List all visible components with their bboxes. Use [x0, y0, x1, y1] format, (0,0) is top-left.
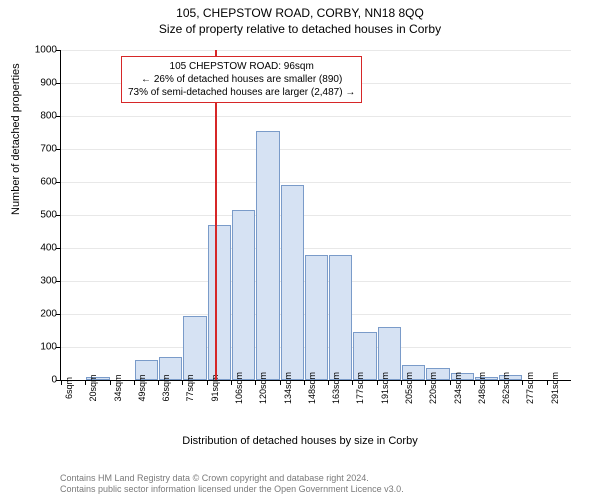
ytick-label: 600: [17, 177, 57, 188]
xtick-mark: [377, 380, 378, 385]
xtick-mark: [110, 380, 111, 385]
gridline: [61, 248, 571, 249]
chart-area: 010020030040050060070080090010006sqm20sq…: [60, 50, 570, 405]
histogram-bar: [256, 131, 279, 380]
xtick-label: 191sqm: [380, 372, 390, 404]
xtick-label: 163sqm: [331, 372, 341, 404]
xtick-mark: [450, 380, 451, 385]
xtick-mark: [85, 380, 86, 385]
footer-attribution: Contains HM Land Registry data © Crown c…: [60, 473, 404, 496]
xtick-mark: [182, 380, 183, 385]
xtick-mark: [134, 380, 135, 385]
xtick-label: 220sqm: [428, 372, 438, 404]
xtick-mark: [352, 380, 353, 385]
footer-line: Contains HM Land Registry data © Crown c…: [60, 473, 404, 485]
gridline: [61, 116, 571, 117]
histogram-bar: [208, 225, 231, 380]
xtick-mark: [231, 380, 232, 385]
xtick-mark: [280, 380, 281, 385]
gridline: [61, 215, 571, 216]
xtick-label: 148sqm: [307, 372, 317, 404]
xtick-mark: [207, 380, 208, 385]
gridline: [61, 50, 571, 51]
xtick-label: 291sqm: [550, 372, 560, 404]
ytick-label: 500: [17, 210, 57, 221]
xtick-label: 277sqm: [525, 372, 535, 404]
xtick-mark: [255, 380, 256, 385]
xtick-mark: [61, 380, 62, 385]
x-axis-label: Distribution of detached houses by size …: [0, 435, 600, 447]
xtick-mark: [498, 380, 499, 385]
footer-line: Contains public sector information licen…: [60, 484, 404, 496]
histogram-bar: [183, 316, 206, 380]
ytick-label: 200: [17, 309, 57, 320]
annotation-line: 73% of semi-detached houses are larger (…: [128, 86, 355, 99]
xtick-mark: [328, 380, 329, 385]
xtick-label: 262sqm: [501, 372, 511, 404]
xtick-label: 177sqm: [355, 372, 365, 404]
ytick-label: 100: [17, 342, 57, 353]
xtick-label: 63sqm: [161, 374, 171, 401]
xtick-label: 20sqm: [88, 374, 98, 401]
ytick-label: 700: [17, 144, 57, 155]
chart-container: 105, CHEPSTOW ROAD, CORBY, NN18 8QQ Size…: [0, 0, 600, 500]
xtick-label: 248sqm: [477, 372, 487, 404]
xtick-mark: [547, 380, 548, 385]
plot-region: 010020030040050060070080090010006sqm20sq…: [60, 50, 571, 381]
xtick-label: 234sqm: [453, 372, 463, 404]
xtick-mark: [401, 380, 402, 385]
annotation-line: 105 CHEPSTOW ROAD: 96sqm: [128, 60, 355, 73]
xtick-label: 106sqm: [234, 372, 244, 404]
ytick-label: 800: [17, 111, 57, 122]
annotation-line: ← 26% of detached houses are smaller (89…: [128, 73, 355, 86]
xtick-label: 77sqm: [185, 374, 195, 401]
xtick-label: 134sqm: [283, 372, 293, 404]
gridline: [61, 149, 571, 150]
annotation-box: 105 CHEPSTOW ROAD: 96sqm← 26% of detache…: [121, 56, 362, 103]
xtick-mark: [425, 380, 426, 385]
xtick-label: 34sqm: [113, 374, 123, 401]
histogram-bar: [232, 210, 255, 380]
xtick-label: 205sqm: [404, 372, 414, 404]
xtick-mark: [304, 380, 305, 385]
ytick-label: 900: [17, 78, 57, 89]
ytick-label: 400: [17, 243, 57, 254]
histogram-bar: [305, 255, 328, 380]
xtick-mark: [474, 380, 475, 385]
ytick-label: 1000: [17, 45, 57, 56]
ytick-label: 0: [17, 375, 57, 386]
histogram-bar: [329, 255, 352, 380]
xtick-label: 6sqm: [64, 377, 74, 399]
xtick-mark: [522, 380, 523, 385]
gridline: [61, 182, 571, 183]
xtick-label: 120sqm: [258, 372, 268, 404]
xtick-mark: [158, 380, 159, 385]
xtick-label: 49sqm: [137, 374, 147, 401]
ytick-label: 300: [17, 276, 57, 287]
page-subtitle: Size of property relative to detached ho…: [0, 20, 600, 36]
histogram-bar: [281, 185, 304, 380]
page-title: 105, CHEPSTOW ROAD, CORBY, NN18 8QQ: [0, 0, 600, 20]
